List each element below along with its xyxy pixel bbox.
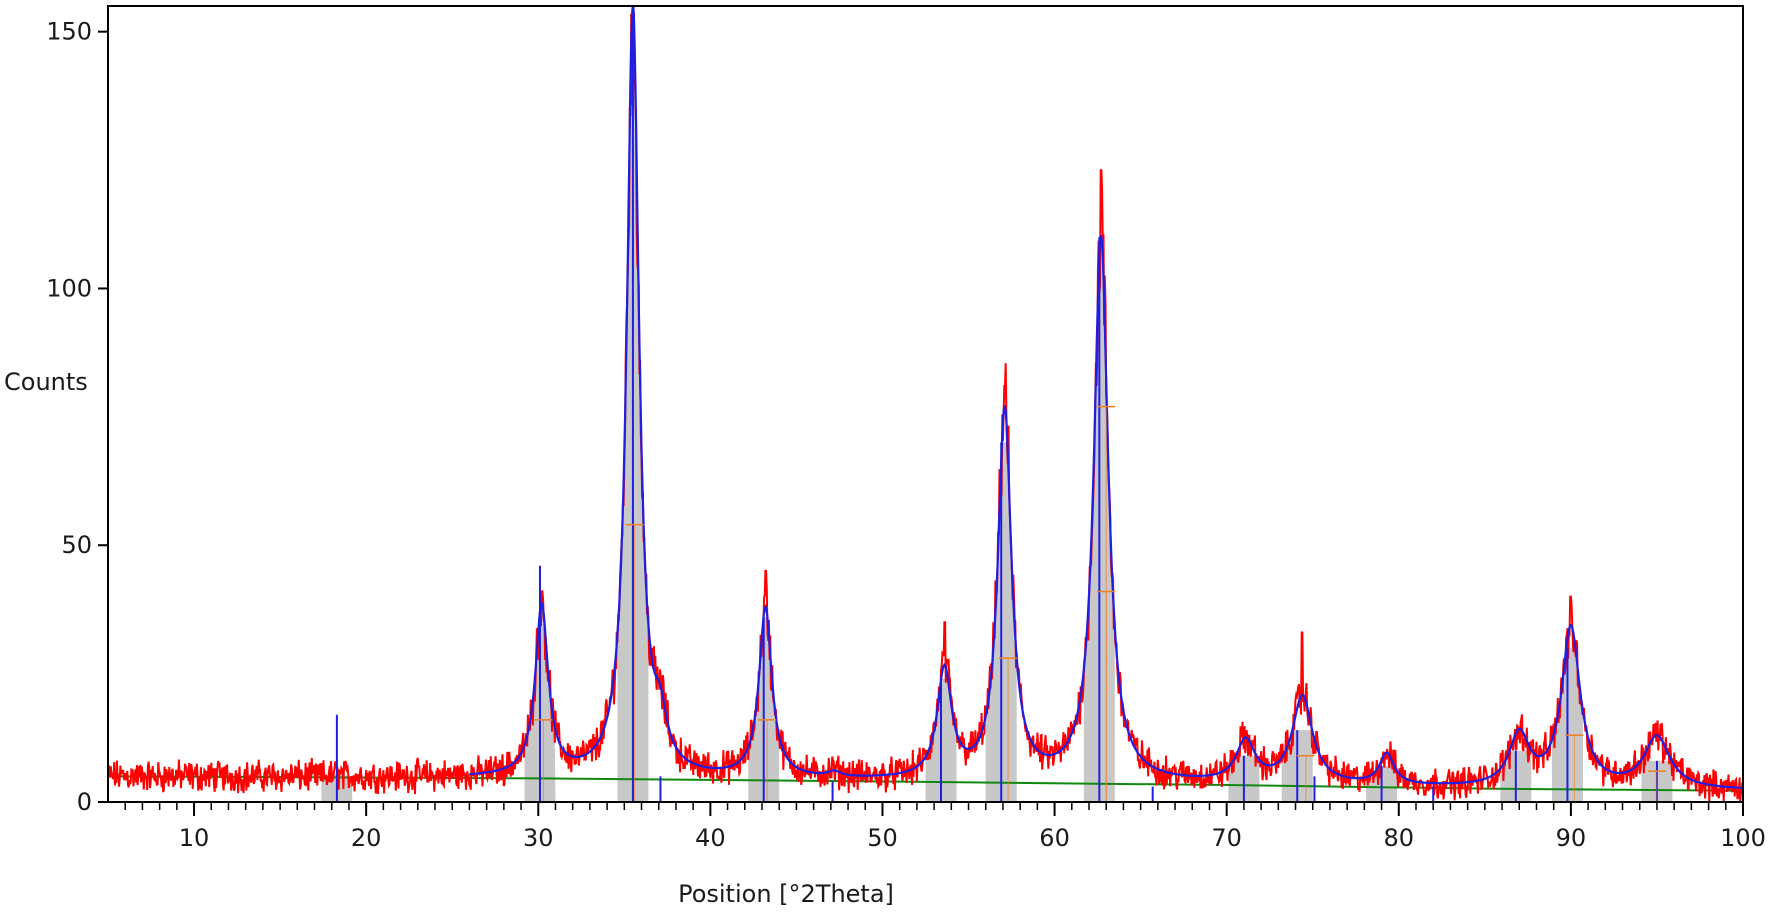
calculated-series-group — [469, 6, 1743, 790]
x-axis-title: Position [°2Theta] — [678, 880, 894, 908]
y-tick-label: 0 — [77, 788, 92, 816]
x-tick-label: 20 — [351, 824, 382, 852]
x-tick-label: 100 — [1720, 824, 1766, 852]
y-tick-label: 100 — [46, 274, 92, 302]
y-axis-title: Counts — [4, 368, 88, 396]
y-tick-label: 50 — [61, 531, 92, 559]
x-tick-label: 40 — [695, 824, 726, 852]
x-tick-label: 70 — [1211, 824, 1242, 852]
x-tick-label: 10 — [179, 824, 210, 852]
reference-lines-group — [335, 6, 1658, 802]
phase-markers-group — [534, 405, 1666, 802]
x-tick-label: 50 — [867, 824, 898, 852]
calculated-series — [469, 6, 1743, 790]
y-tick-label: 150 — [46, 18, 92, 46]
x-tick-label: 90 — [1556, 824, 1587, 852]
x-tick-label: 30 — [523, 824, 554, 852]
plot-frame — [107, 5, 1744, 803]
axes-group — [107, 5, 1744, 803]
x-tick-label: 60 — [1039, 824, 1070, 852]
x-tick-label: 80 — [1384, 824, 1415, 852]
ticks-group: 10 20 30 40 50 60 70 80 90 100 0 50 100 150 — [46, 18, 1766, 852]
